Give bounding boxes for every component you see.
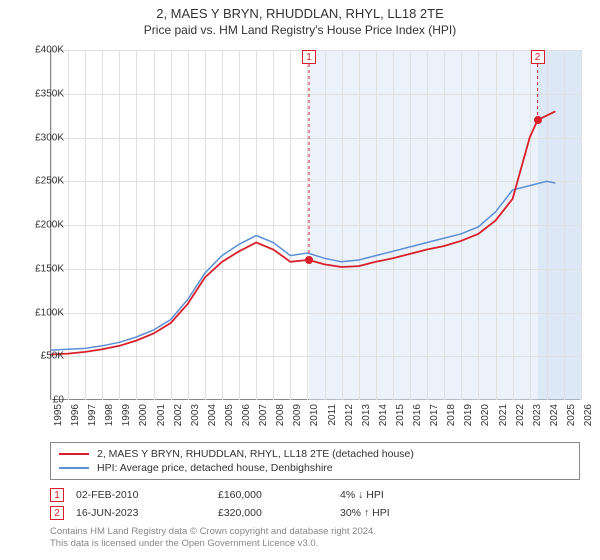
x-tick-label: 2016 — [412, 404, 423, 426]
x-tick-label: 2000 — [138, 404, 149, 426]
x-tick-label: 2019 — [463, 404, 474, 426]
x-tick-label: 2018 — [446, 404, 457, 426]
sale-marker-flag: 1 — [302, 50, 316, 64]
sale-marker-2: 2 — [50, 506, 64, 520]
x-tick-label: 1998 — [104, 404, 115, 426]
x-tick-label: 2005 — [224, 404, 235, 426]
legend-item-property: 2, MAES Y BRYN, RHUDDLAN, RHYL, LL18 2TE… — [59, 447, 571, 461]
sales-row-1: 1 02-FEB-2010 £160,000 4% ↓ HPI — [50, 486, 580, 504]
x-tick-label: 2002 — [173, 404, 184, 426]
x-tick-label: 2021 — [498, 404, 509, 426]
footer-line-2: This data is licensed under the Open Gov… — [50, 538, 580, 550]
y-tick-label: £100K — [35, 307, 64, 318]
sale-date-2: 16-JUN-2023 — [76, 507, 206, 519]
x-tick-label: 2024 — [549, 404, 560, 426]
series-line-hpi — [51, 181, 555, 350]
down-arrow-icon: ↓ — [358, 489, 363, 501]
legend-swatch-hpi — [59, 467, 89, 469]
sales-row-2: 2 16-JUN-2023 £320,000 30% ↑ HPI — [50, 504, 580, 522]
y-tick-label: £200K — [35, 220, 64, 231]
x-tick-label: 2022 — [515, 404, 526, 426]
x-tick-label: 2020 — [480, 404, 491, 426]
chart-subtitle: Price paid vs. HM Land Registry's House … — [0, 21, 600, 41]
y-tick-label: £150K — [35, 263, 64, 274]
series-line-property — [51, 111, 555, 354]
legend-label-property: 2, MAES Y BRYN, RHUDDLAN, RHYL, LL18 2TE… — [97, 448, 414, 460]
x-tick-label: 2006 — [241, 404, 252, 426]
x-tick-label: 1996 — [70, 404, 81, 426]
chart-title: 2, MAES Y BRYN, RHUDDLAN, RHYL, LL18 2TE — [0, 0, 600, 21]
line-layer — [51, 50, 581, 400]
y-tick-label: £350K — [35, 88, 64, 99]
x-tick-label: 2004 — [207, 404, 218, 426]
legend-box: 2, MAES Y BRYN, RHUDDLAN, RHYL, LL18 2TE… — [50, 442, 580, 480]
x-tick-label: 2008 — [275, 404, 286, 426]
plot-region: 12 — [50, 50, 580, 400]
x-tick-label: 2001 — [156, 404, 167, 426]
sale-hpi-delta-2: 30% ↑ HPI — [340, 507, 390, 519]
x-tick-label: 2014 — [378, 404, 389, 426]
x-tick-label: 2007 — [258, 404, 269, 426]
y-tick-label: £300K — [35, 132, 64, 143]
x-tick-label: 2013 — [361, 404, 372, 426]
sale-price-1: £160,000 — [218, 489, 328, 501]
y-tick-label: £400K — [35, 45, 64, 56]
x-tick-label: 2012 — [344, 404, 355, 426]
y-tick-label: £50K — [41, 351, 64, 362]
x-tick-label: 1995 — [53, 404, 64, 426]
sale-marker-point — [305, 256, 313, 264]
x-tick-label: 2015 — [395, 404, 406, 426]
x-tick-label: 2009 — [292, 404, 303, 426]
sale-date-1: 02-FEB-2010 — [76, 489, 206, 501]
x-tick-label: 2023 — [532, 404, 543, 426]
x-tick-label: 1997 — [87, 404, 98, 426]
footer-line-1: Contains HM Land Registry data © Crown c… — [50, 526, 580, 538]
sale-marker-1: 1 — [50, 488, 64, 502]
sale-price-2: £320,000 — [218, 507, 328, 519]
footer-attribution: Contains HM Land Registry data © Crown c… — [50, 526, 580, 551]
x-tick-label: 1999 — [121, 404, 132, 426]
up-arrow-icon: ↑ — [364, 507, 369, 519]
x-tick-label: 2017 — [429, 404, 440, 426]
x-tick-label: 2025 — [566, 404, 577, 426]
sale-marker-point — [534, 116, 542, 124]
sale-hpi-delta-1: 4% ↓ HPI — [340, 489, 384, 501]
chart-container: 2, MAES Y BRYN, RHUDDLAN, RHYL, LL18 2TE… — [0, 0, 600, 560]
legend-swatch-property — [59, 453, 89, 455]
y-tick-label: £250K — [35, 176, 64, 187]
x-tick-label: 2003 — [190, 404, 201, 426]
x-tick-label: 2026 — [583, 404, 594, 426]
chart-area: 12 — [50, 50, 580, 400]
gridline-vertical — [581, 50, 582, 400]
sales-table: 1 02-FEB-2010 £160,000 4% ↓ HPI 2 16-JUN… — [50, 486, 580, 522]
x-tick-label: 2011 — [327, 404, 338, 426]
x-tick-label: 2010 — [309, 404, 320, 426]
legend-label-hpi: HPI: Average price, detached house, Denb… — [97, 462, 333, 474]
sale-marker-flag: 2 — [531, 50, 545, 64]
legend-item-hpi: HPI: Average price, detached house, Denb… — [59, 461, 571, 475]
